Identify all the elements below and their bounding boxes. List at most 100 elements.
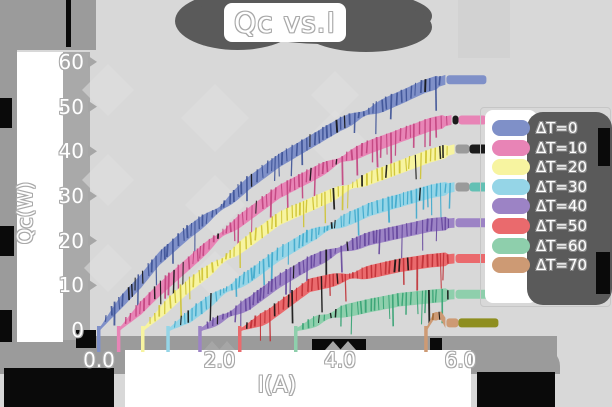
curve-hatch-tick [118, 296, 121, 310]
y-tick-mark [88, 145, 97, 158]
curve-hatch-tick [235, 278, 238, 297]
curve-hatch-tick [420, 290, 424, 325]
curve-hatch-tick [375, 136, 379, 168]
curve-hatch-tick [341, 156, 344, 186]
legend-swatch [492, 237, 530, 254]
curve-start-spike [294, 326, 298, 352]
decor-diamond [311, 71, 359, 119]
curve-hatch-tick [305, 199, 308, 213]
legend-label: ΔT=60 [536, 236, 588, 255]
curve-hatch-tick [406, 257, 410, 271]
curve--t-60 [294, 288, 490, 352]
curve-hatch-tick [410, 85, 413, 99]
curve-hatch-tick [260, 225, 264, 239]
curve-hatch-tick [374, 264, 377, 278]
curve-hatch-tick [165, 243, 169, 257]
curve-band [426, 311, 446, 332]
legend-swatch [492, 178, 530, 195]
curve-hatch-tick [252, 292, 255, 306]
decor-topright-rect [458, 0, 510, 58]
curve-hatch-tick [222, 200, 226, 208]
legend-label: ΔT=30 [536, 177, 588, 196]
curve-hatch-tick [205, 212, 208, 224]
curve-hatch-tick [388, 260, 391, 274]
curve-hatch-tick [183, 312, 186, 325]
curve-hatch-tick [215, 291, 218, 302]
curve-hatch-tick [249, 231, 253, 245]
curve-hatch-tick [221, 313, 224, 320]
curve-hatch-tick [394, 194, 398, 208]
curve-band [200, 216, 455, 332]
curve--t-10 [116, 115, 487, 352]
curve-hatch-tick [209, 292, 212, 323]
curve-hatch-tick [421, 255, 425, 269]
curve-hatch-tick [202, 243, 205, 256]
curve-hatch-tick [268, 307, 271, 342]
curve-tail [446, 318, 459, 328]
curve-hatch-tick [238, 275, 241, 288]
curve-hatch-tick [399, 193, 402, 207]
y-axis-panel [17, 52, 63, 342]
curve-hatch-tick [310, 278, 314, 292]
x-tick-mark [204, 341, 220, 350]
curve-hatch-tick [206, 321, 209, 329]
curve-hatch-tick [233, 219, 236, 242]
legend-swatch [492, 159, 530, 176]
curve--t-0 [97, 74, 487, 352]
curve-hatch-tick [401, 224, 403, 261]
curve-hatch-tick [329, 123, 332, 137]
curve-hatch-tick [250, 205, 253, 237]
curve-hatch-tick [289, 178, 292, 192]
x-tick-label: 2.0 [203, 348, 236, 372]
curve-start-spike [141, 326, 145, 352]
curve-hatch-tick [353, 112, 356, 134]
curve-hatch-tick [306, 256, 309, 285]
y-tick-mark [88, 189, 97, 202]
curve-hatch-tick [409, 291, 412, 305]
curve-hatch-tick [395, 92, 399, 106]
curve-hatch-tick [400, 89, 403, 103]
curve-hatch-tick [267, 281, 270, 295]
y-tick-mark [88, 55, 97, 68]
curve-hatch-tick [247, 269, 249, 283]
curve-hatch-tick [340, 245, 343, 273]
curve-hatch-tick [435, 217, 438, 242]
decor-black-blob [0, 98, 12, 128]
curve-hatch-tick [419, 79, 423, 94]
curve-hatch-tick [375, 229, 378, 243]
curve-hatch-tick [396, 293, 400, 307]
curve-tail [455, 254, 490, 263]
x-tick-mark [340, 341, 356, 350]
y-axis-label: Qc(W) [13, 181, 37, 245]
curve-tail [458, 115, 487, 125]
curve-hatch-tick [266, 220, 269, 234]
curve-hatch-tick [273, 155, 276, 182]
curve-hatch-tick [293, 177, 296, 191]
legend-rows: ΔT=0 ΔT=10 ΔT=20 ΔT=30 ΔT=40 ΔT=50 ΔT=60 ΔT=70 [480, 107, 611, 307]
y-tick-label: 10 [58, 273, 84, 298]
legend-swatch [492, 218, 530, 234]
curve-hatch-tick [220, 203, 222, 210]
y-tick-label: 50 [58, 94, 84, 119]
x-tick-mark [325, 341, 341, 350]
curve-hatch-tick [386, 133, 388, 155]
curve-hatch-tick [381, 99, 384, 112]
curve-hatch-tick [347, 184, 349, 209]
curve-hatch-tick [147, 263, 150, 277]
curve-hatch-tick [271, 216, 274, 230]
curve-hatch-tick [259, 287, 262, 301]
curve-hatch-tick [229, 310, 233, 316]
curve-tail [469, 144, 488, 154]
curve-tail [455, 218, 490, 228]
curve-hatch-tick [160, 249, 163, 263]
curve-hatch-tick [365, 140, 369, 154]
curve-hatch-tick [167, 272, 170, 296]
decor-diamond [82, 64, 134, 116]
curve-hatch-tick [332, 187, 336, 210]
curve-hatch-tick [415, 221, 418, 235]
decor-black-blob [76, 330, 96, 348]
curve-hatch-tick [291, 289, 294, 324]
legend-label: ΔT=50 [536, 217, 588, 235]
decor-black-blob [596, 252, 610, 294]
curve-hatch-tick [334, 308, 337, 318]
